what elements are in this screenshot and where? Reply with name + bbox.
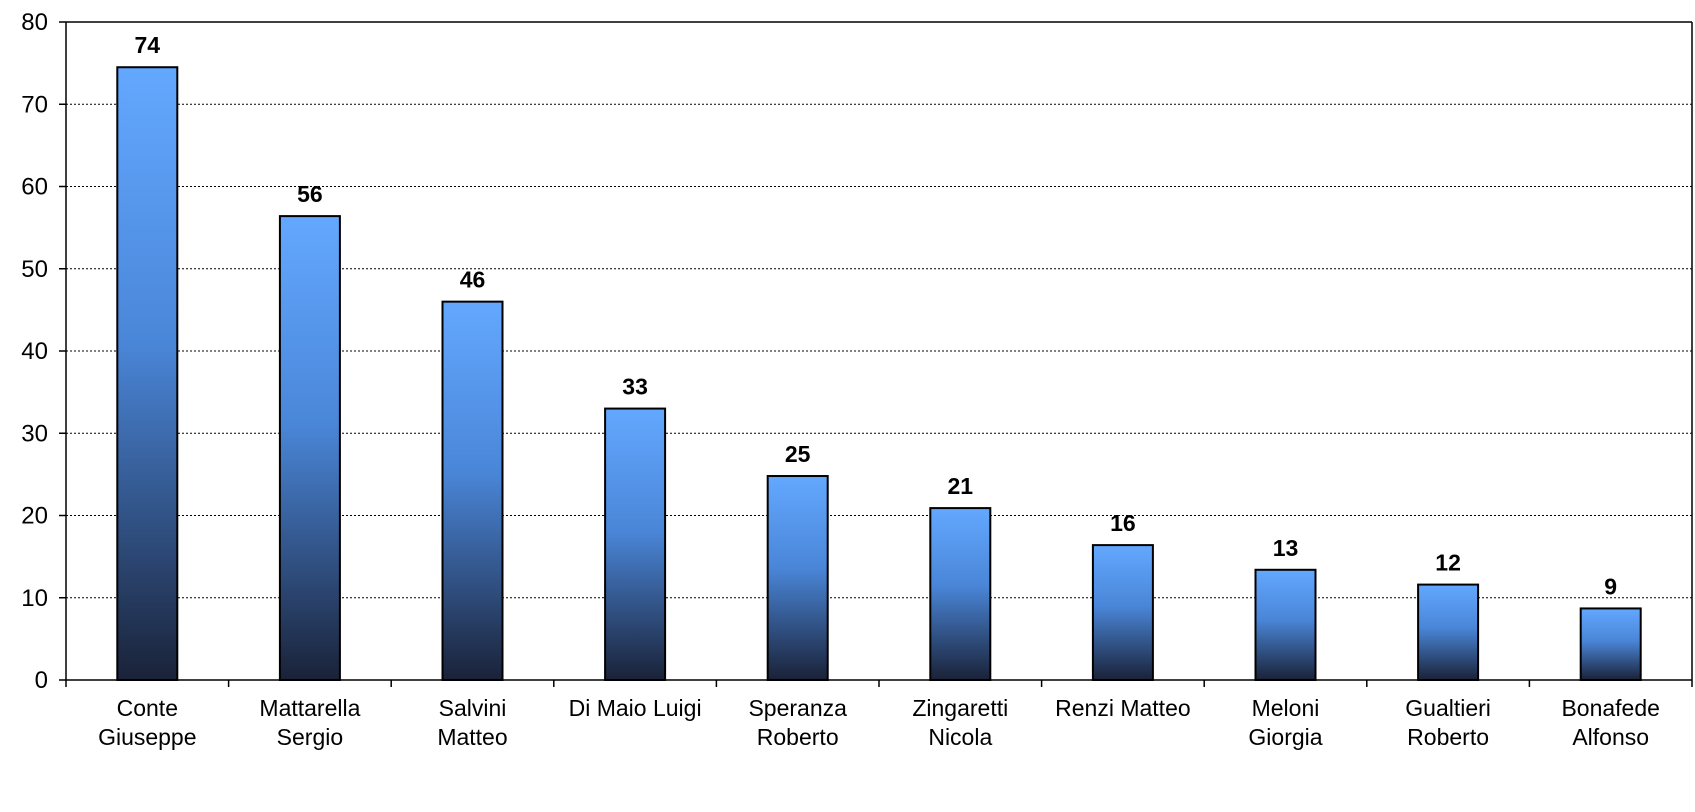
bar — [929, 507, 992, 681]
data-label: 46 — [460, 267, 486, 293]
x-tick-label: Salvini Matteo — [437, 695, 507, 750]
x-tick-label: Renzi Matteo — [1055, 695, 1191, 721]
x-tick-label: Conte Giuseppe — [98, 695, 196, 750]
bar — [1091, 544, 1154, 681]
bar — [278, 215, 341, 682]
x-tick-label: Bonafede Alfonso — [1561, 695, 1659, 750]
x-tick-label: Zingaretti Nicola — [912, 695, 1008, 750]
axes — [59, 21, 1693, 687]
x-tick-label: Speranza Roberto — [748, 695, 847, 750]
y-tick-label: 30 — [21, 420, 48, 447]
data-label: 56 — [297, 181, 323, 207]
x-tick-label: Meloni Giorgia — [1248, 695, 1322, 750]
x-tick-label: Di Maio Luigi — [569, 695, 702, 721]
x-tick-label: Mattarella Sergio — [259, 695, 360, 750]
y-tick-label: 50 — [21, 256, 48, 283]
bar — [766, 475, 829, 681]
y-tick-label: 80 — [21, 9, 48, 36]
y-tick-label: 70 — [21, 91, 48, 118]
y-tick-label: 0 — [35, 667, 48, 694]
data-label: 33 — [622, 374, 648, 400]
data-label: 16 — [1110, 510, 1136, 536]
bar — [441, 300, 504, 681]
y-tick-label: 40 — [21, 338, 48, 365]
y-tick-label: 20 — [21, 503, 48, 530]
bar — [1417, 583, 1480, 682]
data-label: 13 — [1273, 535, 1299, 561]
data-label: 21 — [948, 473, 974, 499]
data-label: 74 — [135, 32, 161, 58]
bar — [1254, 568, 1317, 681]
bars — [116, 66, 1642, 682]
data-label: 25 — [785, 441, 811, 467]
data-label: 12 — [1435, 550, 1461, 576]
bar — [604, 407, 667, 681]
labels: 0 10 20 30 40 50 60 70 80 74 Conte Giuseppe 56 Mattar… — [21, 9, 1660, 750]
bar — [116, 66, 179, 682]
bar — [1579, 607, 1642, 682]
data-label: 9 — [1604, 573, 1617, 599]
y-tick-label: 10 — [21, 585, 48, 612]
x-tick-label: Gualtieri Roberto — [1405, 695, 1491, 750]
y-tick-label: 60 — [21, 174, 48, 201]
